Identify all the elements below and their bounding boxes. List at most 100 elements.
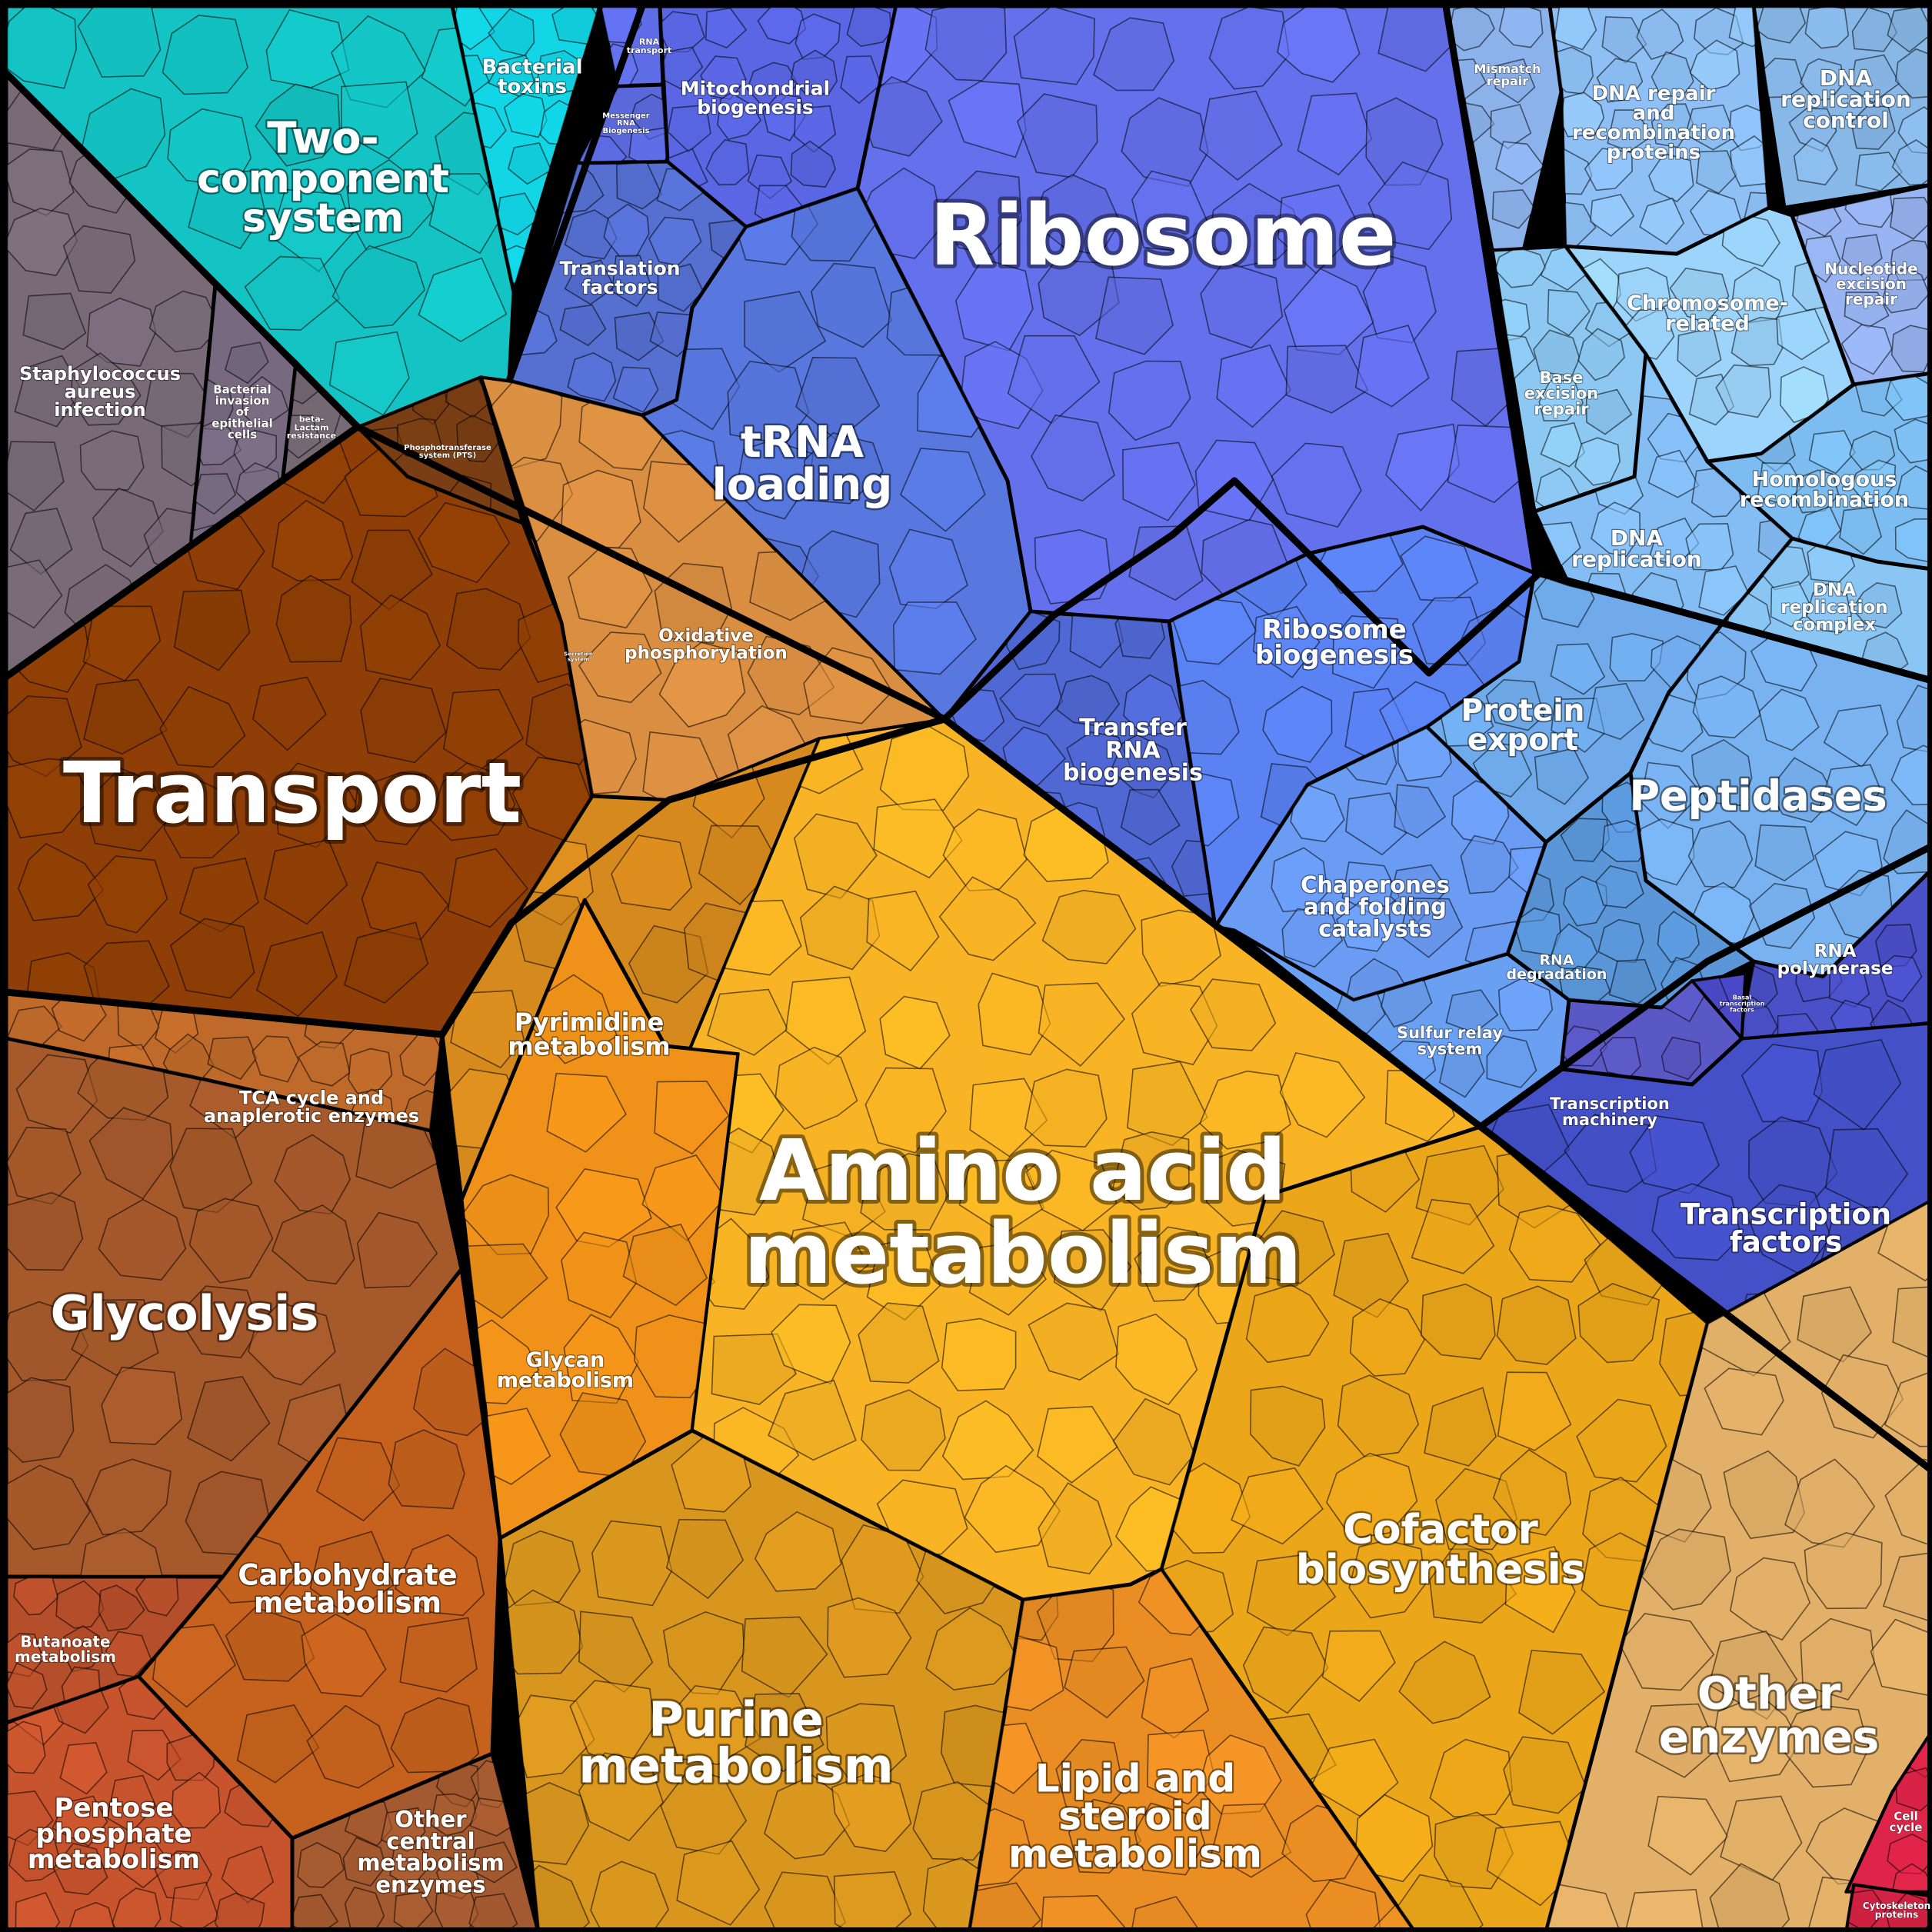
protein-cell <box>163 775 240 859</box>
protein-cell <box>1813 1038 1902 1131</box>
region-label-line: Butanoate <box>20 1632 110 1651</box>
protein-cell <box>1420 1283 1496 1360</box>
protein-cell <box>1897 106 1927 155</box>
region-label-line: complex <box>1793 615 1876 635</box>
region-label-line: factors <box>1730 1006 1754 1013</box>
protein-cell <box>665 1518 744 1600</box>
region-label-line: repair <box>1534 400 1589 418</box>
protein-cell <box>1305 1879 1382 1927</box>
protein-cell <box>1460 834 1519 894</box>
protein-cell <box>1607 109 1654 152</box>
protein-cell <box>1589 193 1635 237</box>
region-label-line: Messenger <box>602 112 649 120</box>
protein-cell <box>18 843 105 921</box>
region-label-line: resistance <box>287 431 336 441</box>
protein-cell <box>1336 900 1392 952</box>
region-label-line: epithelial <box>212 416 273 430</box>
protein-cell <box>1344 792 1407 856</box>
region-label: RNA transport <box>627 37 672 55</box>
region-pentose-phosphate <box>6 1677 292 1927</box>
region-label-line: Mitochondrial <box>681 78 830 100</box>
protein-cell <box>754 1511 842 1592</box>
region-label-line: Basal <box>1733 994 1752 1001</box>
protein-cell <box>861 1389 946 1471</box>
region-label-line: metabolism <box>357 1850 504 1876</box>
protein-cell <box>698 824 780 905</box>
protein-cell <box>1064 1646 1145 1719</box>
protein-cell <box>1890 196 1927 240</box>
protein-cell <box>1779 1704 1870 1788</box>
protein-cell <box>1560 818 1611 862</box>
region-label-line: metabolism <box>254 1587 441 1620</box>
protein-cell <box>176 1285 261 1359</box>
region-label-line: Cytoskeleton <box>1863 1900 1930 1911</box>
region-label-line: steroid <box>1058 1794 1212 1839</box>
protein-cell <box>85 1458 172 1536</box>
region-label: tRNA loading <box>712 418 893 510</box>
region-label-line: beta- <box>299 415 325 425</box>
protein-cell <box>831 1773 912 1853</box>
protein-cell <box>1277 6 1361 83</box>
protein-cell <box>948 80 1027 158</box>
region-label-line: Cofactor <box>1343 1507 1537 1554</box>
protein-cell <box>461 1243 548 1320</box>
region-label: Staphylococcus aureus infection <box>19 363 181 421</box>
protein-cell <box>804 432 884 505</box>
protein-cell <box>559 304 607 347</box>
protein-cell <box>657 263 705 312</box>
protein-cell <box>1895 465 1927 510</box>
protein-cell <box>447 848 528 928</box>
region-outline <box>451 5 601 294</box>
protein-cell <box>1367 161 1453 251</box>
region-label-line: biogenesis <box>1255 640 1414 671</box>
protein-cell <box>1111 1131 1190 1211</box>
region-label: Lipid and steroid metabolism <box>1008 1757 1262 1877</box>
protein-cell <box>1037 1405 1118 1484</box>
region-label-line: Bacterial <box>481 55 582 78</box>
region-label-line: proteins <box>1875 1910 1918 1920</box>
region-label-line: polymerase <box>1777 958 1894 978</box>
protein-cell <box>1540 421 1586 468</box>
protein-cell <box>1445 989 1499 1034</box>
protein-cell <box>1721 215 1780 268</box>
protein-cell <box>1601 16 1647 64</box>
protein-cell <box>1354 325 1430 408</box>
region-label: Other enzymes <box>1659 1667 1880 1764</box>
protein-cell <box>1851 459 1897 505</box>
protein-cell <box>1574 437 1621 486</box>
protein-cell <box>344 1886 385 1927</box>
protein-cell <box>1134 1802 1206 1876</box>
protein-cell <box>912 1780 1000 1861</box>
region-label: DNA replication <box>1571 525 1702 571</box>
protein-cell <box>1485 678 1545 731</box>
protein-cell <box>503 93 548 138</box>
protein-cell <box>612 366 659 414</box>
region-label-line: machinery <box>1562 1111 1657 1129</box>
protein-cell <box>1659 1309 1707 1397</box>
region-label-line: aureus <box>65 381 136 402</box>
region-label-line: replication <box>1571 546 1702 571</box>
region-label-line: excision <box>1524 385 1599 403</box>
protein-cell <box>1887 6 1927 53</box>
protein-cell <box>6 1191 84 1271</box>
protein-cell <box>1534 748 1590 805</box>
protein-cell <box>1398 1641 1491 1724</box>
protein-cell <box>1776 308 1830 361</box>
region-label: Transcription factors <box>1681 1198 1891 1258</box>
region-label-line: Homologous <box>1752 468 1897 491</box>
protein-cell <box>1492 1448 1572 1536</box>
protein-cell <box>1851 6 1897 52</box>
protein-cell <box>244 255 341 331</box>
protein-cell <box>1345 958 1410 1000</box>
region-label-line: DNA <box>1813 581 1856 601</box>
protein-cell <box>1661 1036 1702 1081</box>
protein-cell <box>214 1892 265 1927</box>
protein-cell <box>169 918 255 999</box>
protein-cell <box>1208 6 1290 90</box>
protein-cell <box>676 1840 761 1926</box>
protein-cell <box>442 688 525 771</box>
region-label-line: Glycolysis <box>51 1285 319 1341</box>
region-label: TCA cycle and anaplerotic enzymes <box>204 1088 419 1128</box>
region-label-line: Other <box>395 1806 467 1832</box>
region-label: Carbohydrate metabolism <box>238 1558 457 1619</box>
